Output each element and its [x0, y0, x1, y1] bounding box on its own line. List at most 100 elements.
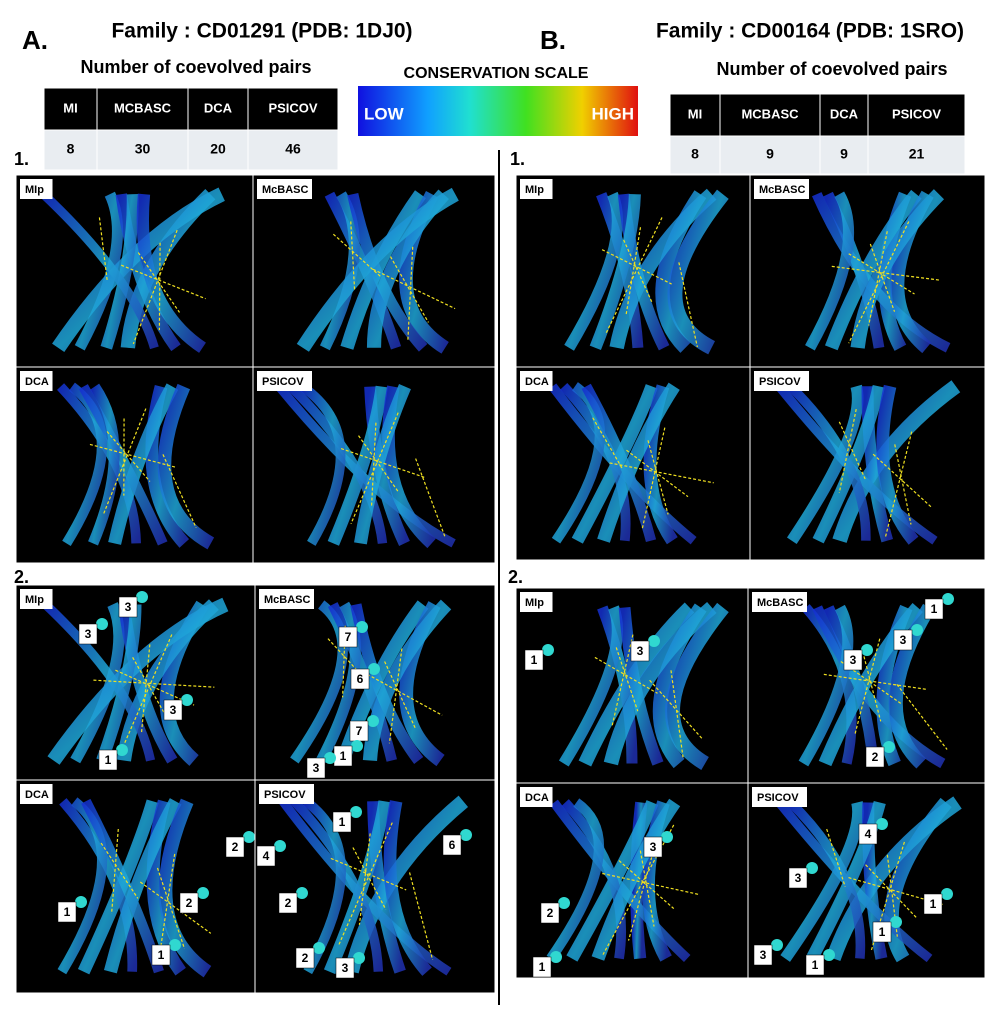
panel-letter: A.: [22, 25, 48, 55]
section-label: 1.: [510, 149, 525, 169]
table-header: MI: [688, 106, 702, 121]
residue-sphere: [75, 896, 87, 908]
residue-sphere: [460, 829, 472, 841]
table-header: MI: [63, 100, 77, 115]
marker-label: 1: [105, 753, 112, 767]
image-label: PSICOV: [759, 376, 801, 388]
residue-sphere: [296, 887, 308, 899]
marker-label: 4: [263, 849, 270, 863]
table-value: 30: [135, 141, 151, 157]
scale-high: HIGH: [592, 104, 635, 123]
marker-label: 3: [85, 627, 92, 641]
marker-label: 4: [865, 827, 872, 841]
residue-sphere: [558, 897, 570, 909]
table-header: PSICOV: [268, 100, 317, 115]
residue-sphere: [136, 591, 148, 603]
marker-label: 1: [812, 958, 819, 972]
marker-label: 3: [900, 633, 907, 647]
image-label: DCA: [525, 376, 549, 388]
marker-label: 3: [795, 871, 802, 885]
table-value: 8: [691, 146, 699, 162]
table-value: 20: [210, 141, 226, 157]
table-title: Number of coevolved pairs: [716, 59, 947, 79]
table-header: DCA: [204, 100, 233, 115]
marker-label: 1: [531, 653, 538, 667]
section-label: 2.: [508, 567, 523, 587]
residue-sphere: [648, 635, 660, 647]
image-label: MIp: [525, 184, 544, 196]
marker-label: 2: [186, 896, 193, 910]
marker-label: 6: [357, 672, 364, 686]
image-label: DCA: [525, 792, 549, 804]
residue-sphere: [542, 644, 554, 656]
panel-letter: B.: [540, 25, 566, 55]
residue-sphere: [324, 752, 336, 764]
marker-label: 2: [232, 840, 239, 854]
marker-label: 3: [170, 703, 177, 717]
residue-sphere: [861, 644, 873, 656]
residue-sphere: [313, 942, 325, 954]
residue-sphere: [771, 939, 783, 951]
residue-sphere: [356, 621, 368, 633]
residue-sphere: [169, 939, 181, 951]
image-label: McBASC: [757, 597, 804, 609]
marker-label: 1: [340, 749, 347, 763]
table-value: 21: [909, 146, 925, 162]
marker-label: 1: [64, 905, 71, 919]
residue-sphere: [661, 831, 673, 843]
table-header: MCBASC: [741, 106, 799, 121]
residue-sphere: [243, 831, 255, 843]
image-label: MIp: [25, 594, 44, 606]
scale-low: LOW: [364, 104, 405, 123]
marker-label: 3: [342, 961, 349, 975]
marker-label: 1: [879, 925, 886, 939]
marker-label: 3: [850, 653, 857, 667]
residue-sphere: [181, 694, 193, 706]
residue-sphere: [197, 887, 209, 899]
marker-label: 6: [449, 838, 456, 852]
residue-sphere: [351, 740, 363, 752]
table-value: 9: [766, 146, 774, 162]
marker-label: 2: [872, 750, 879, 764]
section-label: 1.: [14, 149, 29, 169]
marker-label: 3: [313, 761, 320, 775]
marker-label: 1: [930, 897, 937, 911]
residue-sphere: [941, 888, 953, 900]
image-label: PSICOV: [757, 792, 799, 804]
image-label: PSICOV: [264, 789, 306, 801]
image-label: McBASC: [262, 184, 309, 196]
family-title: Family : CD00164 (PDB: 1SRO): [656, 20, 964, 43]
residue-sphere: [274, 840, 286, 852]
image-label: MIp: [25, 184, 44, 196]
scale-title: CONSERVATION SCALE: [404, 65, 589, 82]
residue-sphere: [96, 618, 108, 630]
image-label: DCA: [25, 376, 49, 388]
image-label: PSICOV: [262, 376, 304, 388]
table-header: PSICOV: [892, 106, 941, 121]
residue-sphere: [367, 715, 379, 727]
marker-label: 3: [760, 948, 767, 962]
residue-sphere: [883, 741, 895, 753]
table-value: 46: [285, 141, 301, 157]
image-label: DCA: [25, 789, 49, 801]
residue-sphere: [550, 951, 562, 963]
residue-sphere: [942, 593, 954, 605]
residue-sphere: [116, 744, 128, 756]
marker-label: 7: [356, 724, 363, 738]
residue-sphere: [890, 916, 902, 928]
section-label: 2.: [14, 567, 29, 587]
family-title: Family : CD01291 (PDB: 1DJ0): [111, 20, 412, 43]
marker-label: 2: [302, 951, 309, 965]
residue-sphere: [353, 952, 365, 964]
residue-sphere: [350, 806, 362, 818]
image-label: MIp: [525, 597, 544, 609]
marker-label: 2: [547, 906, 554, 920]
residue-sphere: [806, 862, 818, 874]
marker-label: 7: [345, 630, 352, 644]
marker-label: 3: [125, 600, 132, 614]
table-value: 8: [67, 141, 75, 157]
marker-label: 3: [650, 840, 657, 854]
table-value: 9: [840, 146, 848, 162]
